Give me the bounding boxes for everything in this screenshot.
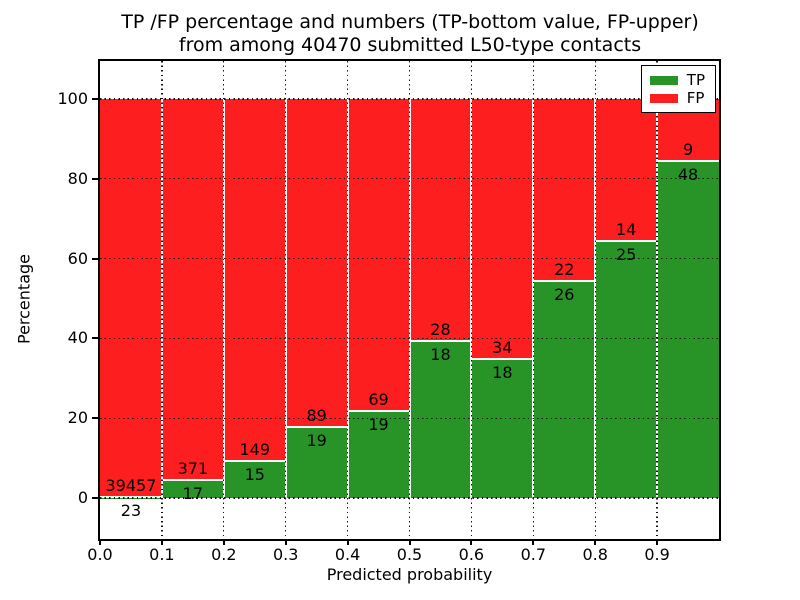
bar-label-fp: 9 bbox=[682, 140, 694, 159]
bar-label-fp: 39457 bbox=[105, 475, 157, 495]
grid-line-vertical bbox=[285, 61, 287, 539]
bar-segment-fp bbox=[471, 99, 534, 360]
x-axis-tick bbox=[160, 540, 163, 545]
bar-segment-tp bbox=[533, 281, 596, 498]
bar-label-tp: 18 bbox=[430, 344, 451, 364]
y-axis-tick bbox=[92, 98, 98, 100]
bar-segment-fp bbox=[223, 99, 286, 462]
bar-segment-tp bbox=[471, 359, 534, 498]
y-axis-tick bbox=[92, 177, 98, 180]
bar-label-fp: 22 bbox=[554, 259, 575, 279]
plot-area: TP FP 39457 23 371 17 149 15 89 19 69 19 28 18 34 18 2… bbox=[100, 61, 719, 539]
x-axis-tick bbox=[656, 540, 659, 545]
bar-segment-tp bbox=[409, 341, 472, 498]
y-tick-label: 60 bbox=[67, 248, 88, 268]
bar-label-tp: 15 bbox=[244, 464, 265, 484]
bar-label-tp: 25 bbox=[615, 245, 637, 265]
bar-label-tp: 48 bbox=[677, 165, 699, 184]
legend-entry-tp: TP bbox=[649, 71, 705, 89]
grid-line-vertical bbox=[408, 61, 411, 539]
bar-label-fp: 149 bbox=[239, 439, 271, 459]
x-tick-label: 0.4 bbox=[334, 545, 361, 564]
bar-label-tp: 18 bbox=[492, 362, 513, 382]
x-axis-tick bbox=[532, 540, 535, 545]
grid-line-vertical bbox=[346, 61, 349, 539]
y-axis-tick bbox=[92, 257, 98, 260]
y-axis-tick bbox=[92, 417, 98, 420]
bar-label-tp: 17 bbox=[182, 483, 204, 503]
bar-segment-tp bbox=[657, 162, 719, 498]
bar-label-fp: 14 bbox=[615, 220, 637, 240]
bar-label-fp: 69 bbox=[368, 389, 389, 409]
legend: TP FP bbox=[640, 65, 716, 113]
x-tick-label: 0.0 bbox=[87, 545, 113, 564]
chart-title-line2: from among 40470 submitted L50-type cont… bbox=[178, 34, 642, 56]
x-axis-tick bbox=[594, 540, 597, 545]
x-axis-tick bbox=[99, 540, 101, 545]
bar-segment-tp bbox=[161, 480, 224, 498]
bar-label-fp: 89 bbox=[306, 405, 327, 425]
y-axis-label-text: Percentage bbox=[14, 253, 34, 345]
grid-line-vertical bbox=[594, 61, 596, 539]
bar-segment-fp bbox=[161, 99, 224, 481]
bar-segment-tp bbox=[347, 411, 410, 498]
bar-segment-fp bbox=[347, 99, 410, 412]
bar-segment-tp bbox=[223, 461, 286, 498]
y-tick-label: 40 bbox=[67, 328, 88, 348]
x-axis-tick bbox=[284, 540, 287, 545]
y-tick-label: 20 bbox=[67, 408, 88, 428]
x-tick-label: 0.7 bbox=[520, 545, 547, 564]
legend-label-fp: FP bbox=[686, 89, 705, 107]
bar-segment-tp bbox=[285, 427, 348, 498]
y-axis-tick bbox=[92, 337, 98, 340]
bar-segment-fp bbox=[100, 99, 162, 498]
bar-label-tp: 19 bbox=[306, 430, 327, 450]
bar-segment-fp bbox=[595, 99, 658, 243]
grid-line-vertical bbox=[470, 61, 473, 539]
x-axis-label: Predicted probability bbox=[326, 565, 493, 584]
x-tick-label: 0.1 bbox=[149, 545, 175, 564]
bar-label-fp: 34 bbox=[492, 337, 513, 357]
bar-label-tp: 26 bbox=[554, 284, 575, 304]
legend-swatch-fp bbox=[649, 93, 678, 103]
legend-swatch-tp bbox=[649, 75, 678, 85]
bar-label-tp: 19 bbox=[368, 414, 389, 434]
bar-segment-tp bbox=[595, 242, 658, 498]
x-tick-label: 0.6 bbox=[458, 545, 485, 564]
y-tick-label: 0 bbox=[77, 488, 88, 507]
x-tick-label: 0.3 bbox=[272, 545, 299, 564]
bar-label-fp: 371 bbox=[177, 458, 209, 478]
chart-title-line1: TP /FP percentage and numbers (TP-bottom… bbox=[121, 11, 699, 33]
grid-line-vertical bbox=[223, 61, 225, 539]
x-axis-tick bbox=[346, 540, 349, 545]
bar-label-tp: 23 bbox=[120, 500, 142, 520]
bar-label-fp: 28 bbox=[430, 319, 451, 339]
y-tick-label: 100 bbox=[57, 89, 88, 108]
grid-line-vertical bbox=[656, 61, 658, 539]
x-tick-label: 0.9 bbox=[644, 545, 670, 564]
x-axis-tick bbox=[408, 540, 411, 545]
legend-label-tp: TP bbox=[686, 71, 705, 89]
chart-title: TP /FP percentage and numbers (TP-bottom… bbox=[90, 11, 730, 57]
bar-segment-fp bbox=[533, 99, 596, 282]
x-tick-label: 0.8 bbox=[582, 545, 608, 564]
grid-line-vertical bbox=[532, 61, 534, 539]
x-axis-tick bbox=[470, 540, 473, 545]
grid-line-vertical bbox=[161, 61, 163, 539]
legend-entry-fp: FP bbox=[649, 89, 705, 107]
x-tick-label: 0.5 bbox=[396, 545, 423, 564]
x-axis-tick bbox=[222, 540, 225, 545]
y-tick-label: 80 bbox=[67, 168, 88, 188]
y-axis-tick bbox=[92, 497, 98, 499]
x-tick-label: 0.2 bbox=[211, 545, 237, 564]
bar-segment-fp bbox=[409, 99, 472, 342]
bar-segment-fp bbox=[285, 99, 348, 428]
